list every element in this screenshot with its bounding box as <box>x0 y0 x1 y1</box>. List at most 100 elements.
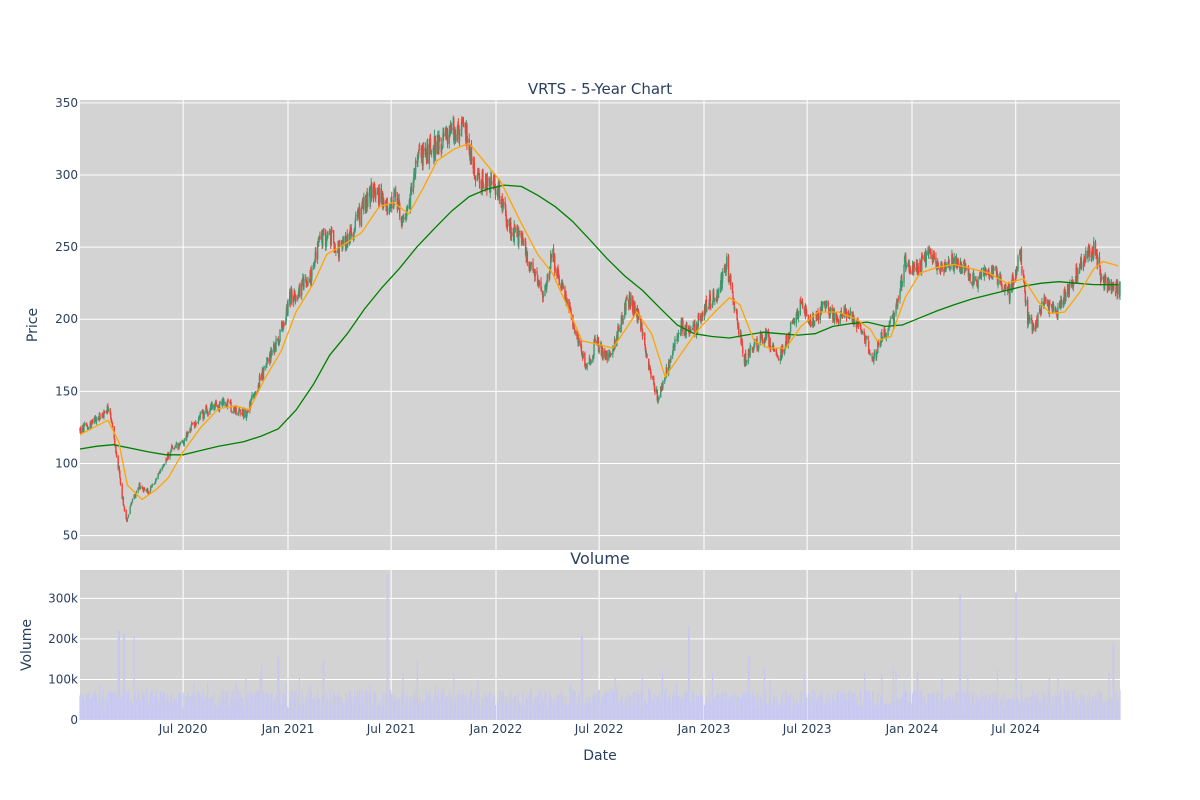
candle-body <box>792 320 794 322</box>
candle-body <box>554 269 556 271</box>
candle <box>765 329 768 341</box>
candle-body <box>406 207 408 212</box>
candle <box>777 358 780 361</box>
volume-bar <box>247 692 249 720</box>
candle-body <box>879 343 881 346</box>
candle-body <box>213 404 215 410</box>
candle-body <box>562 285 564 289</box>
candle-body <box>1102 277 1105 279</box>
candle-body <box>964 263 967 269</box>
candle-body <box>111 422 114 427</box>
candle-body <box>141 487 144 489</box>
candle <box>310 275 313 288</box>
candle <box>625 297 627 316</box>
candle-body <box>470 144 473 161</box>
candle-body <box>386 198 388 215</box>
candle-body <box>271 350 273 355</box>
candle <box>1075 262 1078 284</box>
candle-body <box>792 319 795 321</box>
candle <box>736 308 738 321</box>
volume-bar <box>367 695 369 720</box>
volume-bar <box>526 699 528 720</box>
candle <box>295 294 297 303</box>
candle <box>801 298 804 309</box>
candle-body <box>777 356 779 359</box>
candle <box>223 399 225 407</box>
candle-body <box>143 487 146 490</box>
volume-bar <box>151 689 153 720</box>
candle <box>885 332 888 342</box>
volume-bar <box>231 691 233 720</box>
candle-body <box>215 401 217 407</box>
volume-bar <box>678 696 680 720</box>
candle <box>652 376 654 378</box>
candle <box>734 305 736 312</box>
candle <box>534 269 537 281</box>
volume-bar <box>873 707 875 720</box>
candle-body <box>436 140 439 155</box>
candle-body <box>352 234 355 238</box>
candle <box>594 334 596 344</box>
candle-body <box>984 269 986 271</box>
candle <box>438 135 441 142</box>
candle-body <box>971 281 973 284</box>
candle-body <box>633 303 635 315</box>
candle-body <box>325 240 327 247</box>
candle <box>271 349 273 356</box>
candle-body <box>933 253 935 260</box>
volume-bar <box>251 695 253 720</box>
candle-body <box>911 272 913 274</box>
candle-body <box>317 241 319 244</box>
candle <box>1012 275 1015 291</box>
candle <box>417 149 420 160</box>
candle <box>825 300 828 308</box>
candle <box>211 401 213 410</box>
candle-body <box>682 320 684 333</box>
candle <box>95 416 98 425</box>
candle <box>582 350 584 360</box>
candle-body <box>831 308 833 312</box>
volume-bar <box>363 703 365 720</box>
candle-body <box>250 398 253 400</box>
candle-body <box>781 346 783 358</box>
candle <box>458 129 461 147</box>
volume-bar <box>746 694 748 720</box>
candle <box>953 252 955 275</box>
candle-body <box>797 315 800 319</box>
candle-body <box>187 434 189 436</box>
candle-body <box>932 256 934 261</box>
candle-body <box>1054 307 1057 312</box>
candle-body <box>1001 286 1003 291</box>
candle-body <box>512 232 514 236</box>
candle <box>610 352 612 356</box>
volume-bar <box>207 698 209 720</box>
candle <box>602 348 604 361</box>
candle-body <box>573 328 576 333</box>
candle-body <box>1021 266 1023 274</box>
volume-bar <box>630 696 632 720</box>
volume-bar <box>608 692 610 720</box>
volume-bar <box>538 703 540 720</box>
candle-body <box>618 328 620 331</box>
candle-body <box>828 307 830 314</box>
candle <box>409 186 412 214</box>
candle <box>454 126 456 136</box>
candle-body <box>294 291 296 300</box>
volume-bar <box>861 707 864 720</box>
candle-body <box>1045 297 1047 303</box>
candle <box>672 342 674 356</box>
volume-bar <box>309 684 311 720</box>
candle <box>1045 296 1047 305</box>
candle <box>199 411 201 420</box>
volume-bar <box>570 691 572 720</box>
candle-body <box>973 276 975 284</box>
candle-body <box>279 329 281 342</box>
volume-bar <box>748 657 750 720</box>
candle-body <box>446 127 448 136</box>
candle-body <box>701 316 703 322</box>
volume-bar <box>199 694 201 720</box>
candle-body <box>1101 278 1103 279</box>
candle-body <box>1026 299 1029 325</box>
candle-body <box>414 173 416 175</box>
volume-bar <box>297 692 299 720</box>
